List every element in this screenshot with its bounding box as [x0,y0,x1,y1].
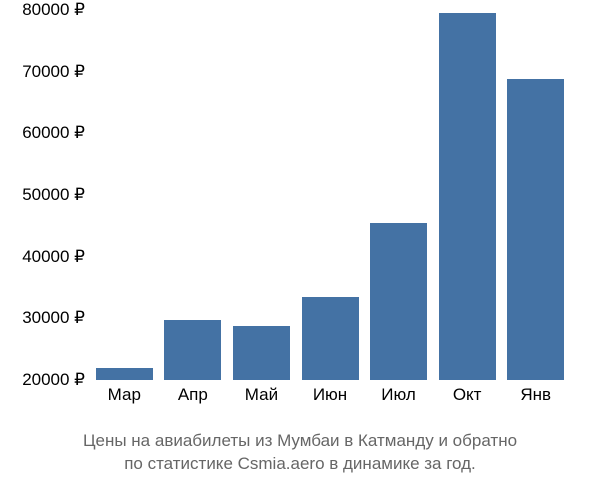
bar [370,223,427,380]
x-tick-label: Июл [381,385,416,405]
x-tick-label: Янв [520,385,551,405]
x-tick-label: Окт [453,385,482,405]
bar [439,13,496,380]
bar [233,326,290,380]
caption-line2: по статистике Csmia.aero в динамике за г… [0,453,600,476]
y-tick-label: 60000 ₽ [22,123,85,143]
caption-line1: Цены на авиабилеты из Мумбаи в Катманду … [0,430,600,453]
bar [507,79,564,380]
bar [164,320,221,380]
y-tick-label: 20000 ₽ [22,370,85,390]
y-tick-label: 70000 ₽ [22,62,85,82]
y-tick-label: 80000 ₽ [22,0,85,20]
bar [302,297,359,380]
y-tick-label: 40000 ₽ [22,247,85,267]
y-tick-label: 50000 ₽ [22,185,85,205]
bar [96,368,153,380]
x-tick-label: Апр [178,385,208,405]
plot-area [90,10,570,380]
y-axis: 20000 ₽30000 ₽40000 ₽50000 ₽60000 ₽70000… [0,10,85,380]
x-tick-label: Июн [313,385,347,405]
y-tick-label: 30000 ₽ [22,308,85,328]
price-chart: 20000 ₽ 30000 ₽ 40000 ₽ 50000 ₽ 60000 ₽ 70000… [0,0,600,500]
x-axis: Мар Апр Май Июн Июл Окт Янв [90,385,570,415]
x-tick-label: Мар [108,385,141,405]
x-tick-label: Май [245,385,278,405]
